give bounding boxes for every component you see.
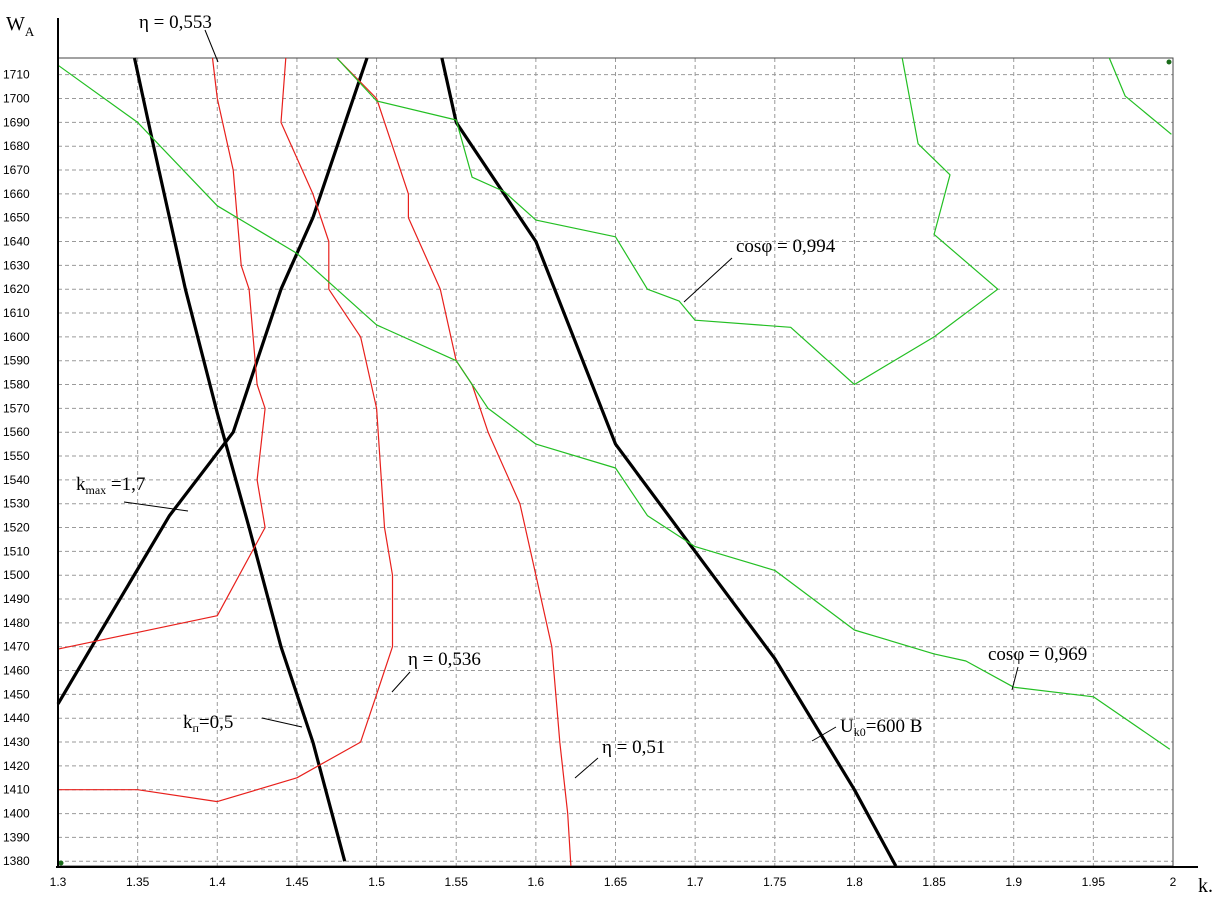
y-tick-label: 1690 <box>3 115 30 129</box>
y-tick-label: 1570 <box>3 401 30 415</box>
x-tick-label: 1.85 <box>922 875 946 889</box>
y-tick-label: 1400 <box>3 807 30 821</box>
x-tick-label: 1.3 <box>50 875 67 889</box>
leader-eta-536 <box>391 671 411 693</box>
corner-marker <box>1166 59 1172 65</box>
series-line-green-7 <box>336 57 999 386</box>
y-tick-label: 1520 <box>3 521 30 535</box>
y-tick-label: 1510 <box>3 544 30 558</box>
y-tick-label: 1560 <box>3 425 30 439</box>
x-tick-label: 1.95 <box>1082 875 1106 889</box>
y-tick-label: 1630 <box>3 258 30 272</box>
y-tick-label: 1380 <box>3 854 30 868</box>
y-tick-label: 1590 <box>3 354 30 368</box>
y-tick-label: 1490 <box>3 592 30 606</box>
x-tick-label: 1.65 <box>604 875 628 889</box>
annotation-kmax: kmax =1,7 <box>76 474 145 497</box>
x-tick-label: 1.7 <box>687 875 704 889</box>
annotation-eta-536: η = 0,536 <box>408 649 481 670</box>
y-tick-label: 1430 <box>3 735 30 749</box>
y-tick-label: 1500 <box>3 568 30 582</box>
y-tick-label: 1530 <box>3 497 30 511</box>
y-tick-label: 1710 <box>3 68 30 82</box>
x-tick-label: 2 <box>1170 875 1177 889</box>
x-tick-label: 1.9 <box>1005 875 1022 889</box>
y-tick-label: 1700 <box>3 92 30 106</box>
y-tick-label: 1660 <box>3 187 30 201</box>
y-tick-label: 1390 <box>3 830 30 844</box>
series-line-red-5 <box>336 57 572 867</box>
series-line-black-2 <box>440 57 898 867</box>
x-tick-label: 1.45 <box>285 875 309 889</box>
y-tick-label: 1640 <box>3 235 30 249</box>
y-axis-title: WA <box>6 13 35 39</box>
y-tick-label: 1460 <box>3 664 30 678</box>
y-tick-label: 1650 <box>3 211 30 225</box>
y-tick-label: 1670 <box>3 163 30 177</box>
x-tick-label: 1.5 <box>368 875 385 889</box>
x-axis-title: k. <box>1198 875 1213 897</box>
grid <box>57 58 1174 866</box>
x-tick-label: 1.55 <box>445 875 469 889</box>
annotation-cos-969: cosφ = 0,969 <box>988 644 1087 665</box>
series-line-black-0 <box>132 57 347 862</box>
series-line-green-8 <box>1108 57 1172 135</box>
y-tick-label: 1470 <box>3 640 30 654</box>
y-tick-label: 1410 <box>3 783 30 797</box>
y-tick-labels: 1380 1390 1400 1410 1420 1430 1440 1450 1460 1470… <box>3 68 30 869</box>
y-tick-label: 1680 <box>3 139 30 153</box>
y-tick-label: 1440 <box>3 711 30 725</box>
y-tick-label: 1600 <box>3 330 30 344</box>
y-tick-label: 1580 <box>3 378 30 392</box>
x-tick-labels: 1.3 1.35 1.4 1.45 1.5 1.55 1.6 1.65 1.7 1.75 1.8 1.… <box>50 875 1177 889</box>
y-tick-label: 1480 <box>3 616 30 630</box>
x-tick-label: 1.4 <box>209 875 226 889</box>
series-line-green-6 <box>57 64 1171 750</box>
y-tick-label: 1610 <box>3 306 30 320</box>
series-line-red-3 <box>57 57 266 650</box>
y-tick-label: 1420 <box>3 759 30 773</box>
leader-uk0 <box>811 726 837 742</box>
leader-kmax <box>123 501 189 512</box>
annotation-kp: kп=0,5 <box>183 712 233 735</box>
leader-cos-969 <box>1011 666 1019 691</box>
y-tick-label: 1550 <box>3 449 30 463</box>
y-tick-label: 1450 <box>3 687 30 701</box>
x-tick-label: 1.35 <box>126 875 150 889</box>
y-tick-label: 1540 <box>3 473 30 487</box>
corner-marker <box>58 860 64 866</box>
y-tick-label: 1620 <box>3 282 30 296</box>
annotation-leaders <box>58 29 1172 866</box>
annotation-uk0: Uk0=600 В <box>840 716 922 739</box>
series-layer <box>56 57 1172 867</box>
annotation-eta-51: η = 0,51 <box>602 737 665 758</box>
annotation-eta-553: η = 0,553 <box>139 12 212 33</box>
x-tick-label: 1.8 <box>846 875 863 889</box>
x-tick-label: 1.6 <box>528 875 545 889</box>
leader-eta-51 <box>574 757 599 779</box>
leader-kp <box>261 717 303 728</box>
series-line-red-4 <box>58 57 394 803</box>
series-line-black-1 <box>56 57 369 705</box>
annotation-cos-994: cosφ = 0,994 <box>736 236 836 257</box>
leader-cos-994 <box>683 257 733 303</box>
leader-eta-553 <box>204 29 219 63</box>
x-tick-label: 1.75 <box>763 875 787 889</box>
